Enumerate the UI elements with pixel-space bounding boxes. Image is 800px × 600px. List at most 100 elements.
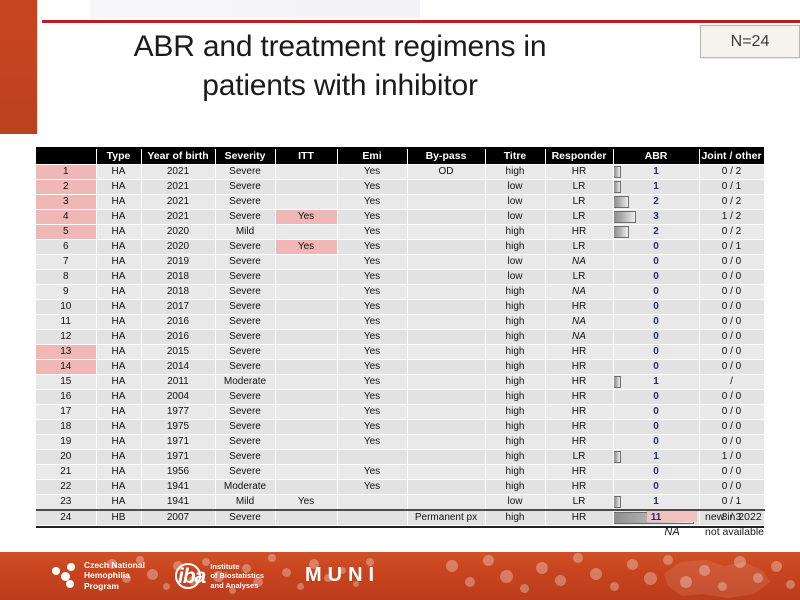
cell-emi: Yes — [337, 359, 408, 375]
cell-emi — [337, 449, 408, 465]
table-row[interactable]: 24 HB 2007 Severe Permanent px high HR 11 8 / 3 — [36, 508, 765, 526]
abr-value: 0 — [653, 270, 659, 282]
cell-index: 22 — [36, 479, 97, 495]
table-row[interactable]: 3 HA 2021 Severe Yes low LR 2 0 / 2 — [36, 194, 765, 210]
cell-joint-other: 0 / 1 — [699, 494, 765, 510]
cell-joint-other: 1 / 2 — [699, 209, 765, 225]
table-row[interactable]: 22 HA 1941 Moderate Yes high HR 0 0 / 0 — [36, 479, 765, 495]
cell-abr: 0 — [613, 434, 700, 450]
cell-type: HA — [96, 464, 142, 480]
col-head-abr[interactable]: ABR — [613, 149, 700, 165]
cell-responder: NA — [545, 314, 614, 330]
abr-bar — [613, 225, 629, 238]
cell-emi: Yes — [337, 299, 408, 315]
abr-value: 0 — [653, 240, 659, 252]
abr-value: 0 — [653, 435, 659, 447]
table-row[interactable]: 17 HA 1977 Severe Yes high HR 0 0 / 0 — [36, 404, 765, 420]
table-row[interactable]: 18 HA 1975 Severe Yes high HR 0 0 / 0 — [36, 419, 765, 435]
cell-year-of-birth: 2007 — [141, 508, 216, 526]
cell-type: HA — [96, 404, 142, 420]
cell-responder: HR — [545, 434, 614, 450]
cell-titre: high — [485, 314, 546, 330]
cell-type: HA — [96, 164, 142, 180]
cell-abr: 0 — [613, 314, 700, 330]
cell-year-of-birth: 2021 — [141, 179, 216, 195]
top-watermark — [90, 0, 420, 18]
cell-severity: Severe — [215, 194, 276, 210]
cell-type: HA — [96, 224, 142, 240]
table-row[interactable]: 23 HA 1941 Mild Yes low LR 1 0 / 1 — [36, 494, 765, 510]
table-row[interactable]: 1 HA 2021 Severe Yes OD high HR 1 0 / 2 — [36, 164, 765, 180]
cell-titre: high — [485, 389, 546, 405]
page-title: ABR and treatment regimens in patients w… — [133, 30, 547, 102]
table-row[interactable]: 16 HA 2004 Severe Yes high HR 0 0 / 0 — [36, 389, 765, 405]
cell-itt: Yes — [275, 239, 338, 255]
cell-emi: Yes — [337, 194, 408, 210]
cell-abr: 0 — [613, 284, 700, 300]
col-head-emi[interactable]: Emi — [337, 149, 408, 165]
col-head-itt[interactable]: ITT — [275, 149, 338, 165]
col-head-bypass[interactable]: By-pass — [407, 149, 486, 165]
cell-emi: Yes — [337, 209, 408, 225]
cell-titre: high — [485, 508, 546, 526]
cell-severity: Severe — [215, 254, 276, 270]
footer-dot — [107, 559, 117, 569]
cell-bypass — [407, 299, 486, 315]
table-row[interactable]: 7 HA 2019 Severe Yes low NA 0 0 / 0 — [36, 254, 765, 270]
cell-severity: Severe — [215, 404, 276, 420]
col-head-joint-other[interactable]: Joint / other — [699, 149, 765, 165]
table-row[interactable]: 14 HA 2014 Severe Yes high HR 0 0 / 0 — [36, 359, 765, 375]
cell-responder: HR — [545, 299, 614, 315]
cell-abr: 0 — [613, 404, 700, 420]
cell-emi: Yes — [337, 284, 408, 300]
table-row[interactable]: 15 HA 2011 Moderate Yes high HR 1 / — [36, 374, 765, 390]
logo-muni: MUNI — [305, 564, 381, 586]
cell-abr: 1 — [613, 494, 700, 510]
patients-table-wrapper: Type Year of birth Severity ITT Emi By-p… — [36, 147, 765, 528]
col-head-severity[interactable]: Severity — [215, 149, 276, 165]
cell-responder: HR — [545, 508, 614, 526]
cell-emi: Yes — [337, 224, 408, 240]
table-row[interactable]: 21 HA 1956 Severe Yes high HR 0 0 / 0 — [36, 464, 765, 480]
table-row[interactable]: 2 HA 2021 Severe Yes low LR 1 0 / 1 — [36, 179, 765, 195]
table-row[interactable]: 9 HA 2018 Severe Yes high NA 0 0 / 0 — [36, 284, 765, 300]
czech-republic-map-icon — [664, 560, 770, 598]
cell-severity: Severe — [215, 449, 276, 465]
col-head-type[interactable]: Type — [96, 149, 142, 165]
cell-itt — [275, 479, 338, 495]
footer-dot — [241, 563, 251, 573]
table-row[interactable]: 19 HA 1971 Severe Yes high HR 0 0 / 0 — [36, 434, 765, 450]
table-row[interactable]: 20 HA 1971 Severe high LR 1 1 / 0 — [36, 449, 765, 465]
cell-type: HA — [96, 314, 142, 330]
col-head-titre[interactable]: Titre — [485, 149, 546, 165]
table-row[interactable]: 10 HA 2017 Severe Yes high HR 0 0 / 0 — [36, 299, 765, 315]
abr-value: 1 — [653, 165, 659, 177]
cell-type: HA — [96, 449, 142, 465]
col-head-index[interactable] — [36, 149, 97, 165]
cell-bypass — [407, 329, 486, 345]
cell-titre: high — [485, 434, 546, 450]
table-row[interactable]: 11 HA 2016 Severe Yes high NA 0 0 / 0 — [36, 314, 765, 330]
iba-subtitle: Institute of Biostatistics and Analyses — [210, 562, 265, 590]
table-row[interactable]: 13 HA 2015 Severe Yes high HR 0 0 / 0 — [36, 344, 765, 360]
cell-year-of-birth: 1977 — [141, 404, 216, 420]
abr-value: 3 — [653, 210, 659, 222]
cell-bypass — [407, 209, 486, 225]
col-head-year-of-birth[interactable]: Year of birth — [141, 149, 216, 165]
cell-index: 3 — [36, 194, 97, 210]
table-row[interactable]: 4 HA 2021 Severe Yes Yes low LR 3 1 / 2 — [36, 209, 765, 225]
cell-bypass — [407, 179, 486, 195]
table-row[interactable]: 8 HA 2018 Severe Yes low LR 0 0 / 0 — [36, 269, 765, 285]
table-row[interactable]: 6 HA 2020 Severe Yes Yes high LR 0 0 / 1 — [36, 239, 765, 255]
cell-titre: high — [485, 359, 546, 375]
cell-emi: Yes — [337, 239, 408, 255]
col-head-responder[interactable]: Responder — [545, 149, 614, 165]
cell-bypass: Permanent px — [407, 508, 486, 526]
cell-year-of-birth: 2018 — [141, 269, 216, 285]
table-row[interactable]: 5 HA 2020 Mild Yes high HR 2 0 / 2 — [36, 224, 765, 240]
cell-responder: HR — [545, 359, 614, 375]
table-row[interactable]: 12 HA 2016 Severe Yes high NA 0 0 / 0 — [36, 329, 765, 345]
cell-index: 1 — [36, 164, 97, 180]
cell-joint-other: 0 / 0 — [699, 314, 765, 330]
